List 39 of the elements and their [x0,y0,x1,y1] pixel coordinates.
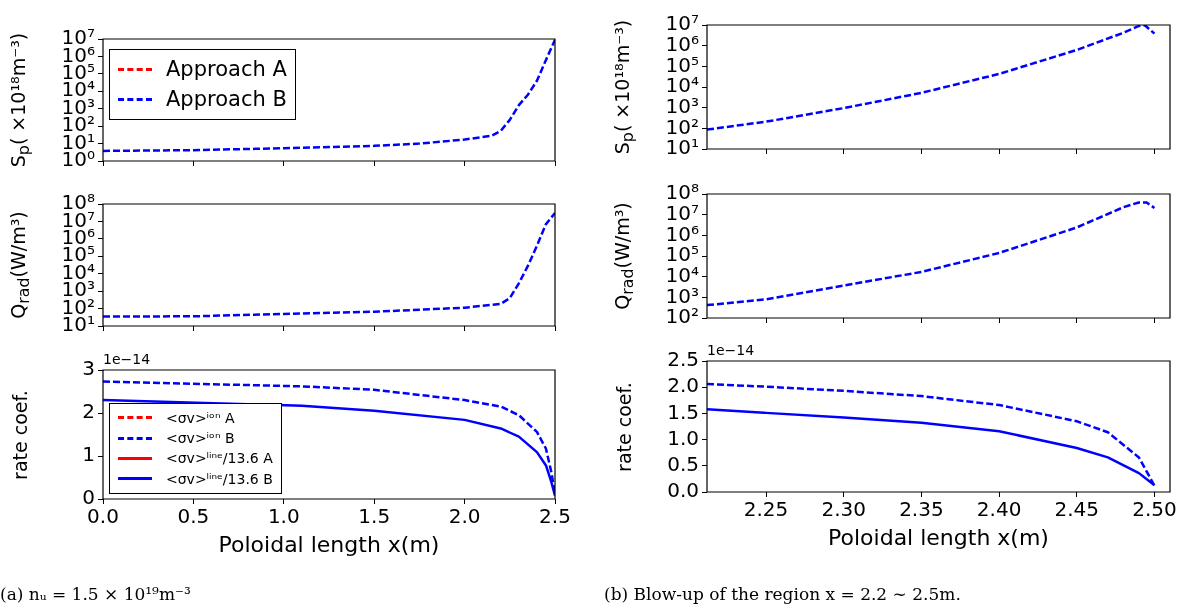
x-tick-label: 1.5 [358,504,391,529]
line-series [103,211,555,318]
x-tick-label: 2.0 [448,504,481,529]
x-tick-label: 1.0 [267,504,300,529]
legend-label: <σv>ⁱᵒⁿ B [166,429,235,449]
y-tick-label: 2.0 [667,373,699,398]
y-tick-label: 0.0 [667,478,699,503]
x-tick-label: 0.5 [177,504,210,529]
legend-label: Approach A [166,56,287,83]
text: 1e−14 [707,342,755,358]
x-tick-label: 2.25 [743,497,789,522]
line-series [103,39,555,153]
text: 1e−14 [103,351,151,367]
legend-label: <σv>ˡⁱⁿᵉ/13.6 A [166,449,273,469]
y-tick-label: 0.5 [667,452,699,476]
text: (b) Blow-up of the region x = 2.2 ∼ 2.5m. [604,584,961,604]
line-series [707,201,1156,307]
x-axis-title: Poloidal length x(m) [218,532,440,557]
y-axis-title: rate coef. [613,381,635,472]
y-tick-label: 2 [82,399,95,424]
legend-label: <σv>ˡⁱⁿᵉ/13.6 B [166,469,273,489]
x-tick-label: 2.50 [1132,497,1177,522]
text: (a) nᵤ = 1.5 × 10¹⁹m⁻³ [0,584,191,604]
y-tick-label: 1.5 [667,399,699,424]
y-tick-label: 2.5 [667,347,699,372]
line-series [707,25,1156,131]
y-tick-label: 1.0 [667,425,699,450]
x-tick-label: 2.30 [821,497,866,522]
x-tick-label: 2.5 [539,504,571,529]
legend-label: <σv>ⁱᵒⁿ A [166,408,235,428]
legend-label: Approach B [166,86,287,114]
y-tick-label: 3 [82,356,95,381]
y-tick-label: 0 [82,485,95,510]
x-tick-label: 2.45 [1054,497,1100,522]
y-tick-label: 1 [82,442,95,467]
y-axis-title: rate coef. [9,389,31,480]
x-tick-label: 2.40 [976,497,1022,522]
x-axis-title: Poloidal length x(m) [828,525,1049,550]
x-tick-label: 2.35 [899,497,944,522]
